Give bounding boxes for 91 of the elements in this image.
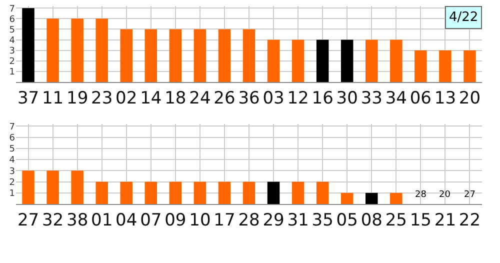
bar [96, 18, 108, 82]
bar [390, 192, 402, 204]
bar [242, 182, 256, 204]
x-tick-label: 27 [17, 210, 40, 230]
x-tick-label: 31 [287, 210, 309, 230]
y-tick-label: 4 [9, 36, 16, 46]
bar [267, 182, 280, 204]
x-tick-label: 22 [458, 210, 481, 230]
x-tick-label: 25 [385, 210, 407, 230]
x-tick-label: 36 [238, 88, 260, 108]
y-tick-label: 2 [9, 178, 15, 188]
bar [242, 29, 256, 82]
x-tick-label: 30 [336, 88, 358, 108]
x-tick-label: 21 [434, 210, 456, 230]
bar [464, 50, 476, 82]
bar [316, 40, 329, 82]
y-tick-label: 1 [9, 68, 15, 78]
bar [144, 29, 158, 82]
x-tick-label: 09 [164, 210, 186, 230]
x-tick-label: 16 [312, 88, 334, 108]
bar [439, 50, 452, 82]
x-tick-label: 26 [214, 88, 236, 108]
y-tick-label: 5 [9, 144, 15, 155]
bar [267, 40, 280, 82]
x-tick-label: 01 [91, 210, 113, 230]
bar [194, 29, 206, 82]
bar [316, 182, 329, 204]
annotation: 28 [415, 190, 427, 200]
x-tick-label: 06 [410, 88, 432, 108]
bar [366, 192, 378, 204]
x-tick-label: 11 [42, 88, 64, 108]
bar [366, 40, 378, 82]
bar [340, 40, 354, 82]
y-tick-label: 7 [9, 122, 15, 132]
x-tick-label: 18 [164, 88, 186, 108]
bar [71, 170, 84, 204]
x-tick-label: 37 [17, 88, 40, 108]
chart-title: 4/22 [449, 10, 478, 25]
x-tick-label: 29 [262, 210, 284, 230]
x-tick-label: 28 [238, 210, 260, 230]
bar [144, 182, 158, 204]
bar [22, 8, 34, 82]
x-tick-label: 13 [434, 88, 456, 108]
y-tick-label: 5 [9, 25, 15, 36]
x-tick-label: 12 [287, 88, 309, 108]
bar [71, 18, 84, 82]
bar [169, 182, 182, 204]
bar [218, 29, 231, 82]
bar [414, 50, 427, 82]
x-tick-label: 10 [189, 210, 211, 230]
x-tick-label: 34 [385, 88, 407, 108]
bar [292, 40, 304, 82]
bar [46, 18, 59, 82]
x-tick-label: 04 [116, 210, 138, 230]
x-tick-label: 33 [360, 88, 382, 108]
x-tick-label: 23 [91, 88, 113, 108]
x-tick-label: 17 [214, 210, 236, 230]
x-tick-label: 15 [410, 210, 432, 230]
bar [340, 192, 354, 204]
x-tick-label: 14 [140, 88, 162, 108]
x-tick-label: 03 [262, 88, 284, 108]
x-tick-label: 35 [312, 210, 334, 230]
bar [218, 182, 231, 204]
bar [120, 182, 132, 204]
x-tick-label: 24 [189, 88, 211, 108]
x-tick-label: 05 [336, 210, 358, 230]
y-tick-label: 6 [9, 133, 16, 144]
bar [46, 170, 59, 204]
bar [96, 182, 108, 204]
x-tick-label: 08 [360, 210, 382, 230]
y-tick-label: 1 [9, 189, 15, 200]
bar [390, 40, 402, 82]
bar [292, 182, 304, 204]
x-tick-label: 19 [66, 88, 88, 108]
y-tick-label: 2 [9, 57, 15, 68]
y-tick-label: 3 [9, 166, 15, 177]
x-tick-label: 38 [66, 210, 88, 230]
y-tick-label: 7 [9, 4, 15, 14]
y-tick-label: 4 [9, 156, 16, 166]
annotation: 20 [439, 190, 451, 200]
bar [169, 29, 182, 82]
bar [120, 29, 132, 82]
y-tick-label: 3 [9, 46, 15, 56]
y-tick-label: 6 [9, 14, 16, 25]
bar [22, 170, 34, 204]
annotation: 27 [464, 190, 476, 200]
x-tick-label: 20 [458, 88, 481, 108]
x-tick-label: 32 [42, 210, 64, 230]
x-tick-label: 02 [116, 88, 138, 108]
x-tick-label: 07 [140, 210, 162, 230]
bar [194, 182, 206, 204]
